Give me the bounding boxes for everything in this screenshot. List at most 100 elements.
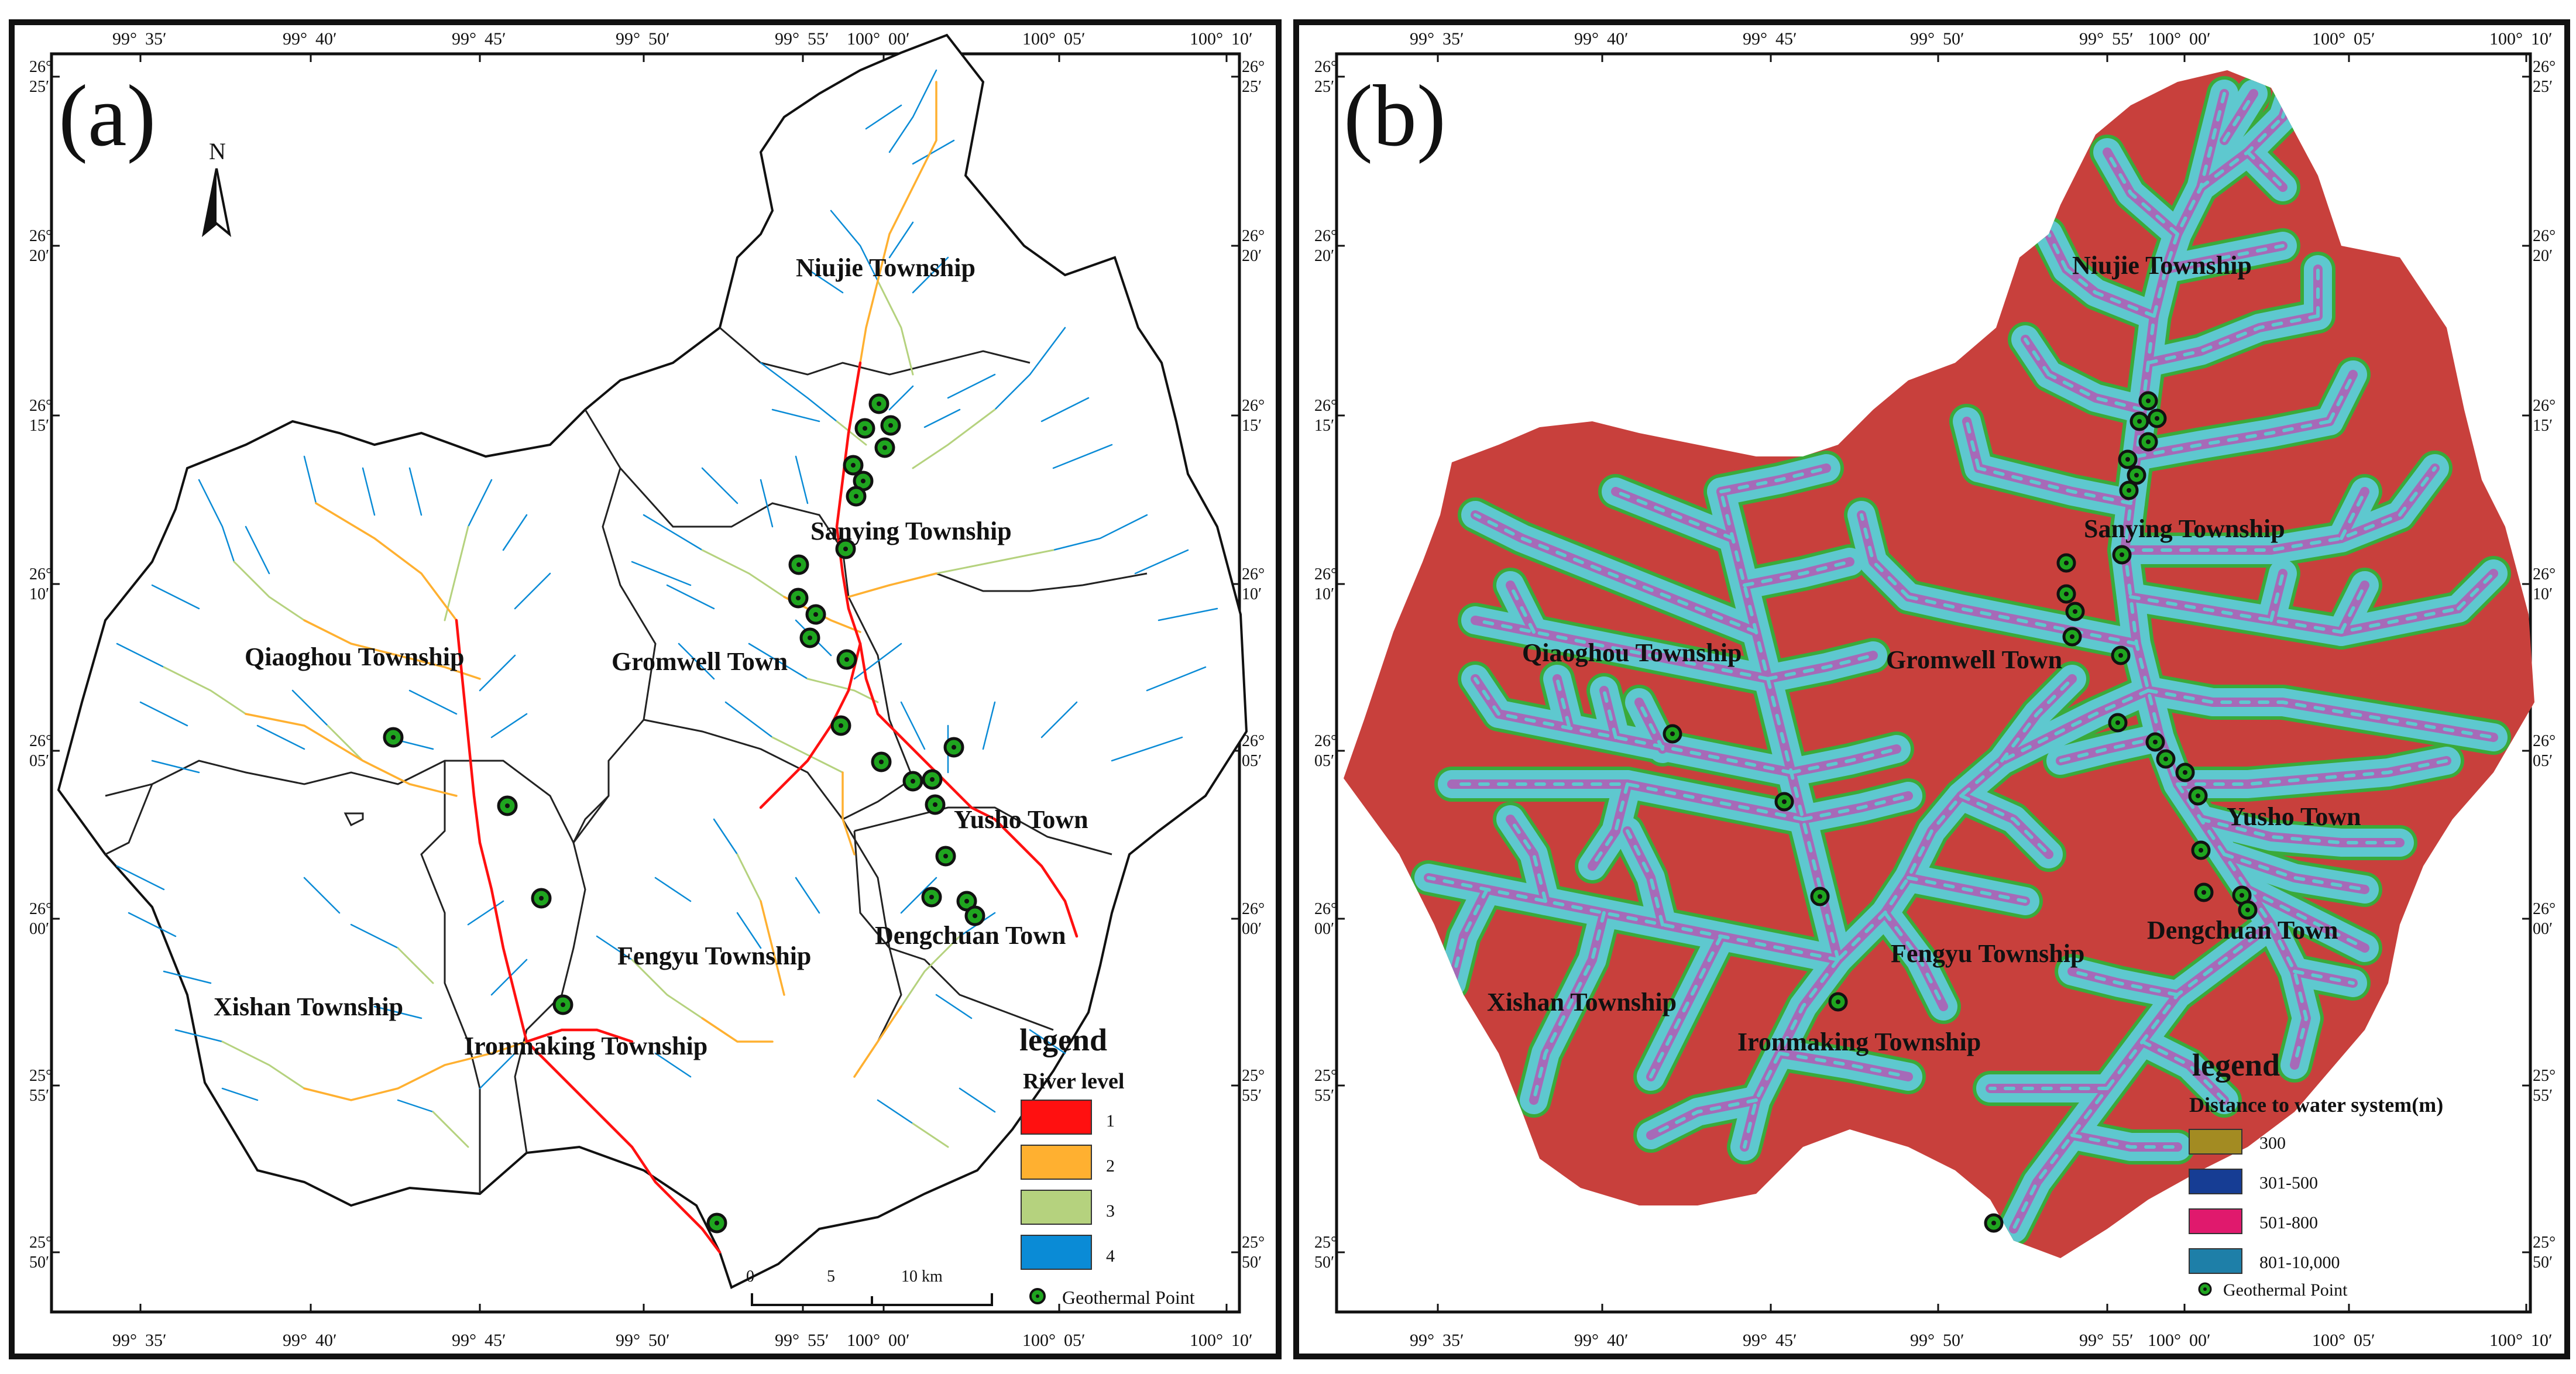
township-boundaries xyxy=(105,327,1148,1194)
lon-minute-label: 10′ xyxy=(1231,1331,1253,1350)
lat-minute-label: 55′ xyxy=(1242,1087,1262,1105)
water-distance-buffers xyxy=(1411,70,2511,1246)
channel-texture xyxy=(1602,689,1617,739)
channel-texture xyxy=(2293,970,2355,985)
lon-degree-label: 99° xyxy=(616,1331,640,1350)
lon-minute-label: 35′ xyxy=(1442,29,1464,49)
lon-minute-label: 50′ xyxy=(648,29,670,49)
channel-texture xyxy=(1614,490,1734,540)
channel-texture xyxy=(2164,244,2285,271)
scale-10: 10 km xyxy=(901,1267,943,1286)
lat-minute-label: 10′ xyxy=(2533,585,2553,603)
channel-texture xyxy=(2129,595,2460,634)
channel-texture xyxy=(2000,677,2074,762)
geothermal-point-center xyxy=(808,636,812,640)
lat-minute-label: 50′ xyxy=(29,1253,49,1272)
lon-degree-label: 99° xyxy=(112,1331,137,1350)
lon-degree-label: 99° xyxy=(1410,29,1434,49)
lon-minute-label: 45′ xyxy=(485,1331,506,1350)
channel-texture xyxy=(1555,677,1571,727)
lon-minute-label: 35′ xyxy=(145,1331,167,1350)
lon-degree-label: 99° xyxy=(1410,1331,1434,1350)
channel-texture xyxy=(2146,689,2495,739)
lon-minute-label: 00′ xyxy=(2189,29,2211,49)
channel-texture xyxy=(1790,747,1898,774)
lon-degree-label: 100° xyxy=(2312,1331,2345,1350)
lon-degree-label: 99° xyxy=(1574,1331,1599,1350)
channel-texture xyxy=(2024,338,2051,376)
channel-texture xyxy=(1977,466,2132,505)
lon-minute-label: 10′ xyxy=(2531,1331,2553,1350)
channel-texture xyxy=(2070,1133,2179,1149)
lat-minute-label: 20′ xyxy=(1242,247,1262,265)
geothermal-point-center xyxy=(2118,653,2123,658)
lon-degree-label: 99° xyxy=(1743,29,1767,49)
legend-items: 300 301-500 501-800 801-10,000 xyxy=(2189,1129,2340,1274)
label-yusho: Yusho Town xyxy=(2227,802,2361,831)
geothermal-point-center xyxy=(2125,457,2130,462)
lat-minute-label: 00′ xyxy=(1242,920,1262,938)
label-qiaoghou: Qiaoghou Township xyxy=(1522,638,1742,667)
geothermal-point-center xyxy=(813,612,818,617)
geothermal-point-center xyxy=(2064,561,2069,565)
graticule-ticks xyxy=(1337,54,2530,1312)
lat-minute-label: 05′ xyxy=(29,752,49,770)
legend: legend River level 1 2 3 4 Geothermal Point xyxy=(1019,1022,1195,1308)
channel-texture xyxy=(1450,888,1489,985)
lon-degree-label: 99° xyxy=(283,1331,307,1350)
channel-texture xyxy=(2340,583,2367,634)
legend-item-label: 2 xyxy=(1106,1156,1115,1176)
geothermal-point-center xyxy=(943,854,948,858)
label-fengyu: Fengyu Township xyxy=(617,942,811,970)
lat-minute-label: 50′ xyxy=(1242,1253,1262,1272)
legend-point-label: Geothermal Point xyxy=(2223,1280,2348,1300)
channel-texture xyxy=(1649,935,1723,1078)
lon-minute-label: 40′ xyxy=(315,29,337,49)
lon-minute-label: 45′ xyxy=(1775,1331,1797,1350)
legend-item-label: 300 xyxy=(2259,1133,2286,1153)
geothermal-point-center xyxy=(1836,999,1840,1004)
lat-degree-label: 26° xyxy=(1242,58,1265,76)
channel-texture xyxy=(1965,420,1980,470)
channel-texture xyxy=(1427,876,1840,961)
geothermal-point-center xyxy=(2064,592,2069,596)
lat-minute-label: 05′ xyxy=(1242,752,1262,770)
channel-texture xyxy=(2269,572,2285,622)
lon-degree-label: 100° xyxy=(1022,1331,1056,1350)
river-level-3 xyxy=(163,280,1055,1148)
channel-texture xyxy=(1474,619,1770,681)
channel-texture xyxy=(1907,595,2138,645)
lat-degree-label: 26° xyxy=(2533,900,2556,918)
channel-texture xyxy=(2246,888,2367,950)
longitude-labels-top: 99° 35′ 99° 40′ 99° 45′ 99° 50′ 99° 55′ 100° 00′ 100… xyxy=(1410,29,2553,49)
geothermal-point-center xyxy=(2201,890,2206,895)
lon-minute-label: 00′ xyxy=(888,29,910,49)
lat-minute-label: 15′ xyxy=(2533,417,2553,435)
geothermal-point-center xyxy=(2183,770,2187,775)
latitude-labels-left: 26°25′26°20′26°15′26°10′26°05′26°00′25°5… xyxy=(29,58,52,1272)
channel-texture xyxy=(2135,420,2331,458)
channel-texture xyxy=(1626,829,1664,926)
geothermal-point-center xyxy=(839,723,843,728)
lon-minute-label: 35′ xyxy=(145,29,167,49)
channel-texture xyxy=(1907,876,2027,903)
legend-item-label: 4 xyxy=(1106,1246,1115,1266)
lon-minute-label: 40′ xyxy=(315,1331,337,1350)
lat-degree-label: 26° xyxy=(2533,227,2556,245)
lat-minute-label: 25′ xyxy=(2533,78,2553,96)
map-a-svg: 99° 35′ 99° 40′ 99° 45′ 99° 50′ 99° 55′ 100° 00′ 100… xyxy=(9,19,1282,1359)
lat-degree-label: 26° xyxy=(1242,397,1265,415)
lat-minute-label: 15′ xyxy=(1242,417,1262,435)
geothermal-point-center xyxy=(2120,552,2124,557)
longitude-labels-bottom: 99° 35′ 99° 40′ 99° 45′ 99° 50′ 99° 55′ 100° 00′ 100… xyxy=(112,1331,1253,1350)
lat-minute-label: 25′ xyxy=(1242,78,1262,96)
channel-texture xyxy=(2047,373,2144,411)
label-niujie: Niujie Township xyxy=(2072,251,2252,280)
lon-degree-label: 99° xyxy=(2079,1331,2104,1350)
channel-texture xyxy=(2246,150,2285,189)
channel-texture xyxy=(1778,1052,1910,1078)
lat-minute-label: 25′ xyxy=(1314,78,1334,96)
lon-degree-label: 99° xyxy=(452,29,476,49)
lon-degree-label: 100° xyxy=(1190,1331,1223,1350)
lat-degree-label: 26° xyxy=(1242,565,1265,583)
